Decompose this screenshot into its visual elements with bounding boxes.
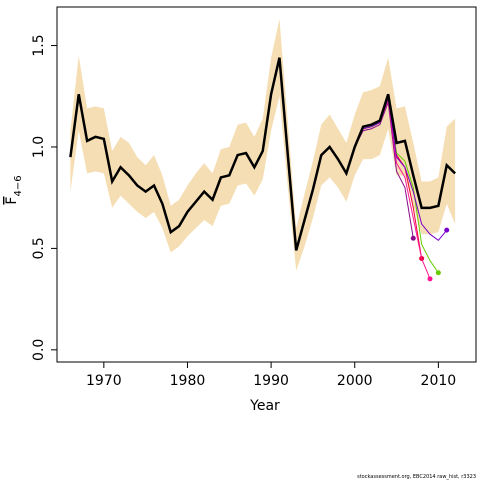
y-axis-label-group: F4−6 bbox=[4, 175, 24, 204]
x-tick-label: 1980 bbox=[170, 373, 206, 389]
y-tick-label: 0.5 bbox=[31, 237, 47, 259]
x-tick-label: 2000 bbox=[337, 373, 373, 389]
retro-line bbox=[354, 102, 414, 239]
footnote: stockassessment.org, EBC2014 raw_hist, r… bbox=[357, 474, 476, 480]
y-axis-label-sub: 4−6 bbox=[13, 175, 24, 196]
main-line bbox=[69, 57, 456, 251]
x-tick-label: 1990 bbox=[253, 373, 289, 389]
retro-end-point bbox=[410, 235, 416, 241]
y-tick-label: 0.0 bbox=[31, 339, 47, 361]
y-tick-label: 1.5 bbox=[31, 34, 47, 56]
x-tick-label: 1970 bbox=[86, 373, 122, 389]
x-tick-label: 2010 bbox=[421, 373, 457, 389]
plot-frame bbox=[56, 6, 477, 363]
retro-end-point bbox=[427, 276, 433, 282]
y-tick-label: 1.0 bbox=[31, 136, 47, 158]
y-axis-label: F4−6 bbox=[4, 175, 24, 204]
retro-line bbox=[354, 98, 448, 241]
retro-end-point bbox=[444, 227, 450, 233]
y-axis-label-main: F bbox=[4, 197, 20, 205]
retro-end-point bbox=[435, 270, 441, 276]
x-axis-label: Year bbox=[249, 398, 280, 414]
